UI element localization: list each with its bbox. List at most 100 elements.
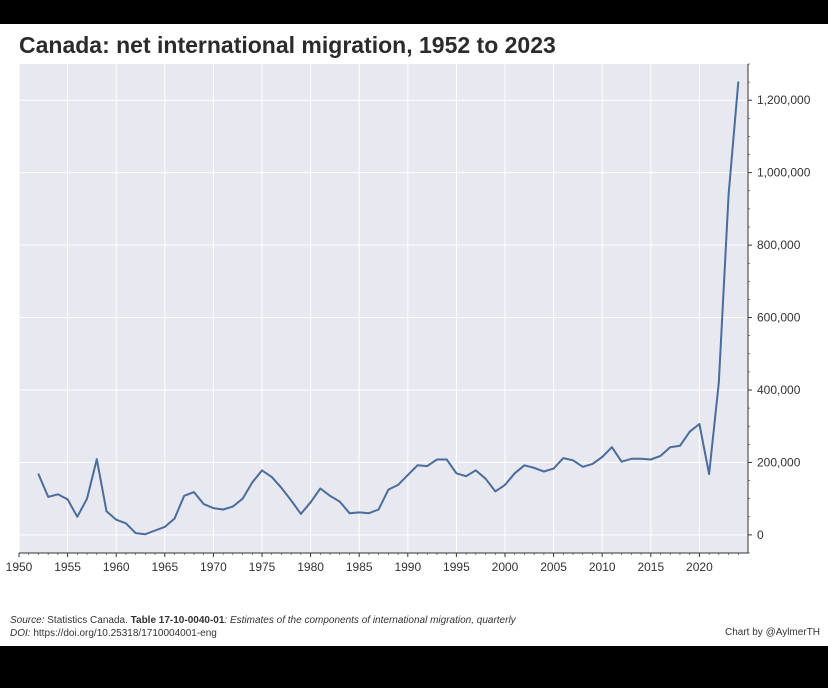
data-point	[134, 532, 137, 534]
data-point	[533, 467, 535, 469]
plot-area	[19, 64, 748, 553]
source-line: Source: Statistics Canada. Table 17-10-0…	[10, 614, 516, 627]
y-tick-label: 400,000	[757, 383, 801, 397]
data-point	[650, 458, 652, 461]
data-point	[611, 446, 613, 449]
source-org: Statistics Canada.	[47, 615, 128, 626]
data-point	[95, 458, 98, 460]
doi-label: DOI:	[10, 628, 31, 639]
data-point	[484, 477, 487, 480]
data-point	[475, 469, 477, 472]
doi-line: DOI: https://doi.org/10.25318/1710004001…	[10, 627, 516, 640]
data-point	[251, 481, 254, 484]
data-point	[57, 493, 59, 496]
line-chart: 1950 1955 1960 1965 1970 1975 1980 1985 1990 1995…	[6, 63, 811, 574]
data-point	[212, 507, 215, 509]
data-point	[280, 487, 283, 489]
data-point	[698, 423, 701, 425]
x-tick-label: 2015	[637, 560, 664, 574]
data-point	[86, 497, 88, 500]
data-point	[620, 460, 623, 463]
table-description: : Estimates of the components of interna…	[224, 615, 516, 626]
data-point	[572, 459, 574, 462]
data-point	[407, 474, 409, 476]
y-tick-label: 800,000	[757, 238, 801, 252]
x-tick-label: 1985	[346, 560, 373, 574]
chart-card: Canada: net international migration, 195…	[0, 24, 828, 646]
y-tick-label: 1,200,000	[757, 93, 811, 107]
data-point	[241, 497, 244, 500]
data-point	[358, 511, 361, 514]
data-point	[183, 494, 186, 497]
chart-title: Canada: net international migration, 195…	[19, 32, 556, 58]
table-id: Table 17-10-0040-01	[130, 615, 225, 626]
data-point	[387, 488, 390, 491]
data-point	[338, 500, 341, 503]
chart-footer: Source: Statistics Canada. Table 17-10-0…	[10, 614, 516, 640]
data-point	[513, 472, 516, 475]
data-point	[261, 469, 263, 472]
data-point	[708, 473, 710, 475]
data-point	[523, 464, 526, 467]
x-tick-label: 2010	[589, 560, 616, 574]
data-point	[173, 517, 176, 520]
x-tick-label: 2005	[540, 560, 567, 574]
data-point	[329, 494, 331, 497]
x-tick-label: 1970	[200, 560, 227, 574]
data-point	[202, 503, 205, 505]
x-tick-label: 2020	[686, 560, 713, 574]
data-point	[416, 464, 419, 467]
data-point	[115, 518, 117, 521]
y-tick-label: 600,000	[757, 311, 801, 325]
x-tick-label: 2000	[492, 560, 519, 574]
data-point	[688, 430, 691, 433]
data-point	[66, 498, 69, 501]
source-label: Source:	[10, 615, 45, 626]
data-point	[105, 510, 108, 513]
data-point	[543, 470, 545, 473]
data-point	[348, 512, 351, 514]
data-point	[455, 472, 458, 475]
data-point	[37, 473, 40, 475]
data-point	[737, 81, 740, 83]
data-point	[465, 475, 467, 478]
data-point	[47, 496, 49, 498]
y-tick-label: 0	[757, 528, 764, 542]
data-point	[727, 193, 730, 196]
data-point	[154, 529, 156, 532]
data-point	[368, 512, 370, 514]
data-point	[319, 487, 322, 490]
data-point	[290, 499, 292, 502]
data-point	[445, 458, 448, 461]
data-point	[144, 533, 147, 535]
data-point	[397, 484, 399, 486]
data-point	[232, 505, 234, 508]
x-tick-label: 1980	[297, 560, 324, 574]
data-point	[552, 467, 555, 470]
chart-credit: Chart by @AylmerTH	[725, 627, 820, 638]
data-point	[630, 458, 633, 460]
data-point	[164, 526, 166, 528]
data-point	[494, 490, 497, 493]
data-point	[436, 458, 438, 461]
data-point	[426, 465, 429, 467]
y-tick-label: 200,000	[757, 455, 801, 469]
x-tick-label: 1955	[54, 560, 81, 574]
x-tick-label: 1965	[151, 560, 178, 574]
data-point	[591, 463, 594, 465]
y-tick-label: 1,000,000	[757, 166, 811, 180]
data-point	[669, 446, 672, 449]
data-point	[504, 484, 506, 486]
data-point	[270, 476, 273, 478]
data-point	[718, 381, 720, 384]
x-tick-label: 1975	[249, 560, 276, 574]
doi-url: https://doi.org/10.25318/1710004001-eng	[33, 628, 217, 639]
data-point	[679, 444, 681, 447]
data-point	[640, 458, 642, 460]
data-point	[601, 456, 603, 458]
data-point	[300, 513, 302, 515]
data-point	[76, 515, 79, 518]
data-point	[377, 508, 380, 511]
data-point	[222, 508, 224, 511]
data-point	[125, 522, 127, 525]
